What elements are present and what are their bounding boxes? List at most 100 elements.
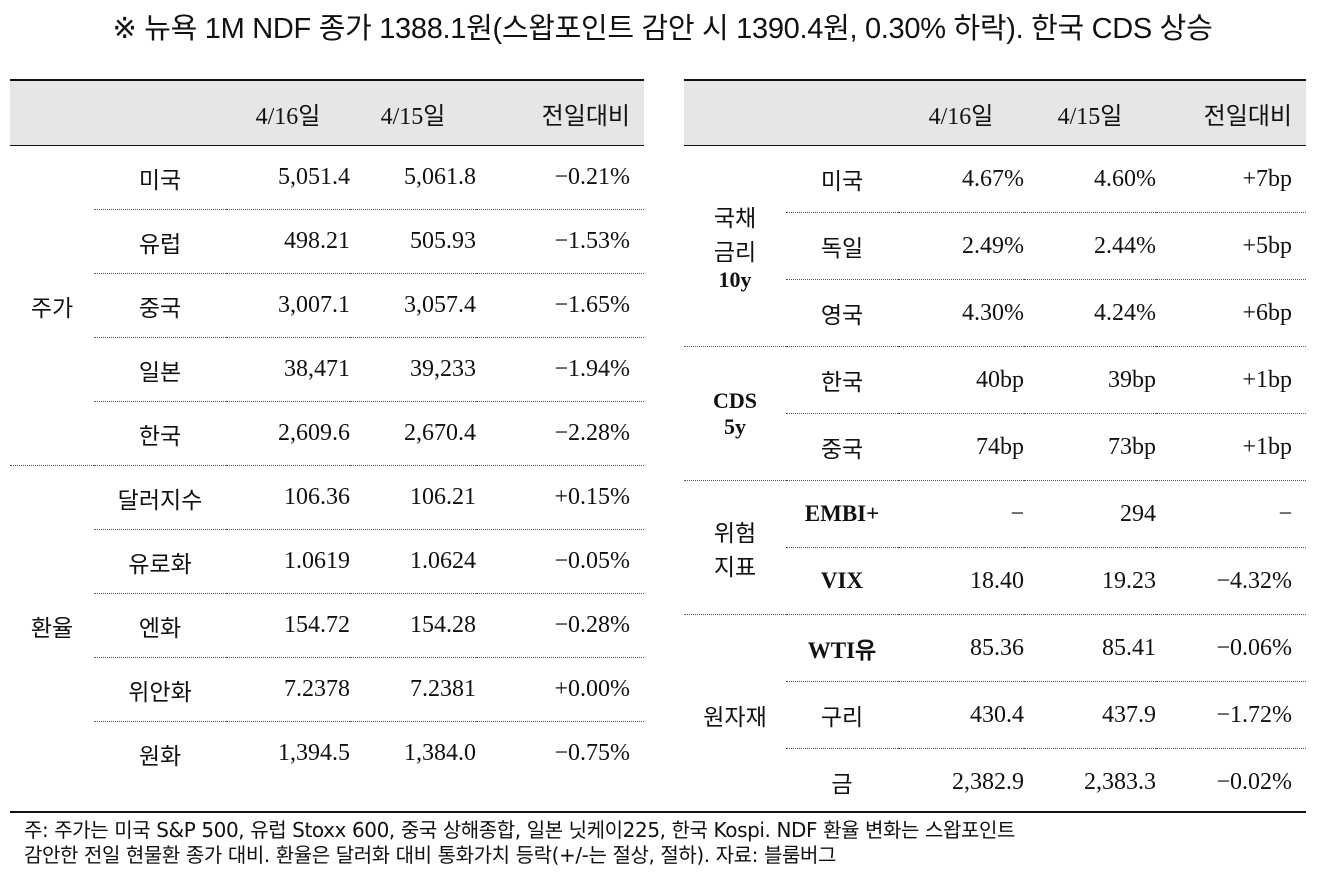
row-value-previous: 39bp [1024, 346, 1156, 414]
header-date-previous: 4/15일 [1024, 80, 1156, 146]
row-name: 금 [831, 772, 853, 798]
footnote-line: 주: 주가는 미국 S&P 500, 유럽 Stoxx 600, 중국 상해종합… [24, 818, 1015, 842]
row-change: −1.72% [1156, 681, 1306, 749]
row-value-current: 7.2378 [226, 657, 350, 722]
table-row: 주가 미국 5,051.4 5,061.8 −0.21% [10, 145, 644, 322]
table-row: 원자재 WTI유 85.36 85.41 −0.06% [684, 614, 1306, 815]
row-value-current: 38,471 [226, 337, 350, 402]
row-name: VIX [820, 568, 864, 593]
row-value-previous: 154.28 [350, 593, 476, 658]
row-value-current: 4.30% [962, 299, 1024, 326]
row-change: − [1156, 480, 1306, 548]
table-row: 금 2,382.9 2,383.3 −0.02% [684, 749, 1306, 816]
row-change: +0.00% [476, 657, 644, 722]
row-name: 중국 [94, 273, 226, 338]
row-change: +7bp [1156, 145, 1306, 213]
table-row: 위안화 7.2378 7.2381 +0.00% [10, 657, 644, 722]
table-row: 일본 38,471 39,233 −1.94% [10, 337, 644, 402]
row-change: −1.53% [476, 209, 644, 274]
row-change: +6bp [1242, 299, 1292, 326]
header-date-previous: 4/15일 [350, 80, 476, 146]
row-change: −1.94% [476, 337, 644, 402]
equity-fx-table: 4/16일 4/15일 전일대비 주가 미국 5,051.4 5,061.8 −… [10, 79, 644, 785]
page-title: ※ 뉴욕 1M NDF 종가 1388.1원(스왑포인트 감안 시 1390.4… [112, 13, 1213, 45]
row-value-current: 2.49% [898, 212, 1024, 280]
row-change: +5bp [1156, 212, 1306, 280]
table-header-row: 4/16일 4/15일 전일대비 [10, 80, 644, 146]
bottom-rule [10, 811, 1306, 813]
row-value-current: 5,051.4 [226, 145, 350, 210]
row-value-current: 85.36 [898, 614, 1024, 682]
table-row: VIX 18.40 19.23 −4.32% [684, 548, 1306, 615]
row-name: WTI유 [786, 614, 898, 682]
header-group [684, 80, 786, 146]
group-label-line: 5y [724, 413, 746, 439]
row-name: 일본 [94, 337, 226, 402]
group-label-line: 금리 [713, 240, 757, 266]
row-value-current: 3,007.1 [226, 273, 350, 338]
row-name: 미국 [94, 145, 226, 210]
row-name: 독일 [786, 212, 898, 280]
group-label-line: 지표 [713, 554, 757, 581]
table-row: 중국 74bp 73bp +1bp [684, 414, 1306, 481]
row-value-current: 154.72 [226, 593, 350, 658]
row-name: 달러지수 [94, 465, 226, 530]
row-change: −0.21% [476, 145, 644, 210]
row-value-current: 430.4 [898, 681, 1024, 749]
row-value-previous: 106.21 [350, 465, 476, 530]
row-value-current: 1,394.5 [278, 740, 350, 766]
row-value-current: 40bp [898, 346, 1024, 414]
row-name: 엔화 [94, 593, 226, 658]
header-name [94, 80, 226, 146]
group-label-cds: CDS 5y [684, 346, 786, 481]
row-value-current: 4.67% [898, 145, 1024, 213]
header-change: 전일대비 [476, 80, 644, 146]
group-label-stocks: 주가 [30, 295, 74, 322]
row-value-previous: 5,061.8 [350, 145, 476, 210]
row-value-previous: 4.60% [1024, 145, 1156, 213]
row-value-previous: 3,057.4 [350, 273, 476, 338]
row-name: 미국 [786, 145, 898, 213]
row-value-previous: 4.24% [1094, 299, 1156, 326]
row-name: 한국 [138, 423, 182, 450]
table-row: 엔화 154.72 154.28 −0.28% [10, 593, 644, 658]
row-change: −2.28% [554, 420, 630, 446]
row-change: +0.15% [476, 465, 644, 530]
row-change: −0.28% [476, 593, 644, 658]
group-label-line: CDS [712, 387, 757, 413]
row-name: 한국 [786, 346, 898, 414]
row-value-previous: 73bp [1108, 433, 1156, 460]
row-value-current: 498.21 [226, 209, 350, 274]
table-row: 위험 지표 EMBI+ − 294 − [684, 480, 1306, 615]
row-value-current: 2,609.6 [278, 420, 350, 446]
table-row: 영국 4.30% 4.24% +6bp [684, 280, 1306, 347]
header-change: 전일대비 [1156, 80, 1306, 146]
footnote-line: 감안한 전일 현물환 종가 대비. 환율은 달러화 대비 통화가치 등락(+/-… [24, 843, 836, 867]
group-label-line: 10y [718, 267, 752, 292]
rates-risk-commodity-table: 4/16일 4/15일 전일대비 국채 금리 10y 미국 4.67% 4.60… [684, 79, 1306, 815]
row-change: +1bp [1242, 433, 1292, 460]
group-label-line: 국채 [713, 206, 757, 232]
row-name: 위안화 [94, 657, 226, 722]
table-row: CDS 5y 한국 40bp 39bp +1bp [684, 346, 1306, 481]
row-value-current: 2,382.9 [952, 768, 1024, 795]
row-value-current: 18.40 [970, 567, 1024, 594]
table-row: 국채 금리 10y 미국 4.67% 4.60% +7bp [684, 145, 1306, 292]
row-value-current: 74bp [976, 433, 1024, 460]
row-value-previous: 85.41 [1024, 614, 1156, 682]
footnote: 주: 주가는 미국 S&P 500, 유럽 Stoxx 600, 중국 상해종합… [24, 818, 1314, 868]
header-group [10, 80, 94, 146]
header-date-current: 4/16일 [898, 80, 1024, 146]
table-row: 유로화 1.0619 1.0624 −0.05% [10, 529, 644, 594]
table-row: 한국 2,609.6 2,670.4 −2.28% [10, 402, 644, 466]
row-value-previous: 2,670.4 [404, 420, 476, 446]
row-name: 유럽 [94, 209, 226, 274]
group-label-line: 원자재 [703, 705, 767, 731]
row-value-previous: 7.2381 [350, 657, 476, 722]
table-header-row: 4/16일 4/15일 전일대비 [684, 80, 1306, 146]
table-row: 구리 430.4 437.9 −1.72% [684, 681, 1306, 749]
row-value-current: − [898, 480, 1024, 548]
row-change: −1.65% [476, 273, 644, 338]
table-row: 유럽 498.21 505.93 −1.53% [10, 209, 644, 274]
row-value-previous: 294 [1024, 480, 1156, 548]
